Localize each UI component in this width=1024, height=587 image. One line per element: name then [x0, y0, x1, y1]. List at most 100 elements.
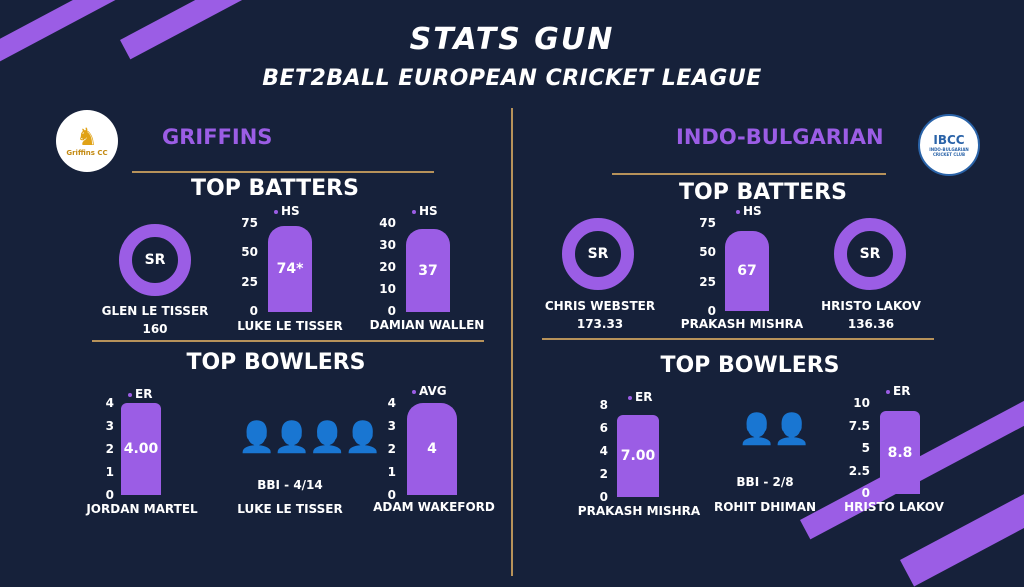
wickets-icons: 👤👤👤👤	[238, 420, 381, 455]
wickets-icons: 👤👤	[738, 412, 811, 447]
person-icon: 👤	[773, 412, 810, 447]
divider	[612, 173, 886, 175]
tick-label: 8	[599, 398, 608, 412]
hs-bar-luke: 74*	[268, 226, 312, 312]
logo-text: Griffins CC	[66, 149, 108, 157]
player-stat-value: 173.33	[576, 317, 624, 331]
left-top-bowlers-heading: TOP BOWLERS	[186, 350, 366, 375]
tick-label: 75	[241, 216, 258, 230]
tick-label: 50	[241, 245, 258, 260]
tick-label: 10	[853, 396, 870, 410]
tick-label: 0	[387, 488, 396, 502]
bar-value-label: 37	[418, 262, 438, 279]
player-name: ROHIT DHIMAN	[713, 500, 817, 514]
tick-label: 1	[387, 465, 396, 479]
player-name: ADAM WAKEFORD	[373, 500, 495, 514]
chart-legend: ER	[886, 384, 910, 398]
er-chart-ticks: 4 3 2 1 0	[92, 396, 114, 502]
right-team-name: INDO-BULGARIAN	[676, 125, 884, 149]
chart-legend: ER	[128, 387, 152, 401]
chart-legend: AVG	[412, 384, 447, 398]
player-name: GLEN LE TISSER	[101, 304, 209, 318]
player-name: CHRIS WEBSTER	[544, 299, 656, 313]
tick-label: 25	[241, 274, 258, 289]
sr-badge-label: SR	[587, 246, 609, 262]
bar-value-label: 7.00	[620, 448, 656, 464]
right-top-bowlers-heading: TOP BOWLERS	[660, 353, 840, 378]
tick-label: 0	[707, 303, 716, 318]
er-chart-2-ticks: 10 7.5 5 2.5 0	[848, 396, 870, 500]
er-chart-1-ticks: 8 6 4 2 0	[586, 398, 608, 504]
hs-bar-prakash: 67	[725, 231, 769, 311]
player-name: HRISTO LAKOV	[821, 299, 921, 313]
tick-label: 5	[861, 441, 870, 455]
sr-badge-ring: SR	[834, 218, 906, 290]
divider	[132, 171, 434, 173]
player-name: JORDAN MARTEL	[86, 502, 198, 516]
bar-value-label: 74*	[276, 261, 304, 277]
avg-chart-ticks: 4 3 2 1 0	[374, 396, 396, 502]
tick-label: 0	[599, 490, 608, 504]
tick-label: 50	[699, 245, 716, 260]
player-name: PRAKASH MISHRA	[577, 504, 701, 518]
tick-label: 2.5	[848, 463, 870, 478]
player-name: LUKE LE TISSER	[237, 319, 343, 333]
left-team-name: GRIFFINS	[162, 125, 273, 149]
logo-subtext: INDO-BULGARIAN CRICKET CLUB	[929, 147, 969, 157]
player-stat-value: 136.36	[847, 317, 895, 331]
tick-label: 0	[861, 486, 870, 500]
page-title: STATS GUN	[409, 22, 615, 57]
player-name: LUKE LE TISSER	[237, 502, 343, 516]
divider	[542, 338, 934, 340]
hs-chart-ticks: 75 50 25 0	[694, 216, 716, 318]
hs-bar-damian: 37	[406, 229, 450, 312]
bar-value-label: 8.8	[887, 444, 913, 461]
tick-label: 2	[105, 442, 114, 456]
page-subtitle: BET2BALL EUROPEAN CRICKET LEAGUE	[262, 66, 762, 91]
tick-label: 0	[105, 488, 114, 502]
chart-legend: HS	[736, 204, 762, 218]
hs-chart-1-ticks: 75 50 25 0	[236, 216, 258, 318]
tick-label: 2	[599, 467, 608, 481]
tick-label: 4	[387, 396, 396, 410]
er-bar-hristo: 8.8	[880, 411, 920, 494]
bbi-label: BBI - 2/8	[736, 475, 794, 489]
chart-legend: HS	[412, 204, 438, 218]
tick-label: 4	[105, 396, 114, 410]
person-icon: 👤	[738, 412, 775, 447]
tick-label: 0	[387, 304, 396, 318]
griffin-icon: ♞	[76, 123, 98, 151]
tick-label: 3	[105, 419, 114, 433]
person-icon: 👤	[238, 420, 275, 455]
tick-label: 20	[379, 260, 396, 274]
divider	[92, 340, 484, 342]
bar-value-label: 4.00	[123, 441, 159, 457]
tick-label: 6	[599, 421, 608, 435]
tick-label: 3	[387, 419, 396, 433]
avg-bar-adam: 4	[407, 403, 457, 495]
tick-label: 10	[379, 282, 396, 296]
player-name: DAMIAN WALLEN	[369, 318, 485, 332]
tick-label: 0	[249, 303, 258, 318]
player-name: HRISTO LAKOV	[844, 500, 944, 514]
person-icon: 👤	[344, 420, 381, 455]
sr-badge-ring: SR	[562, 218, 634, 290]
ibcc-logo: IBCC INDO-BULGARIAN CRICKET CLUB	[918, 114, 980, 176]
er-bar-prakash: 7.00	[617, 415, 659, 497]
center-divider	[511, 108, 513, 576]
sr-badge-label: SR	[144, 252, 166, 268]
tick-label: 30	[379, 238, 396, 252]
right-top-batters-heading: TOP BATTERS	[679, 180, 847, 205]
tick-label: 75	[699, 216, 716, 230]
sr-badge-ring: SR	[119, 224, 191, 296]
chart-legend: HS	[274, 204, 300, 218]
person-icon: 👤	[273, 420, 310, 455]
hs-chart-2-ticks: 40 30 20 10 0	[374, 216, 396, 318]
bar-value-label: 67	[737, 263, 757, 279]
tick-label: 2	[387, 442, 396, 456]
tick-label: 40	[379, 216, 396, 230]
bar-value-label: 4	[427, 441, 437, 457]
tick-label: 7.5	[848, 418, 870, 433]
griffins-logo: ♞ Griffins CC	[56, 110, 118, 172]
player-name: PRAKASH MISHRA	[680, 317, 804, 331]
